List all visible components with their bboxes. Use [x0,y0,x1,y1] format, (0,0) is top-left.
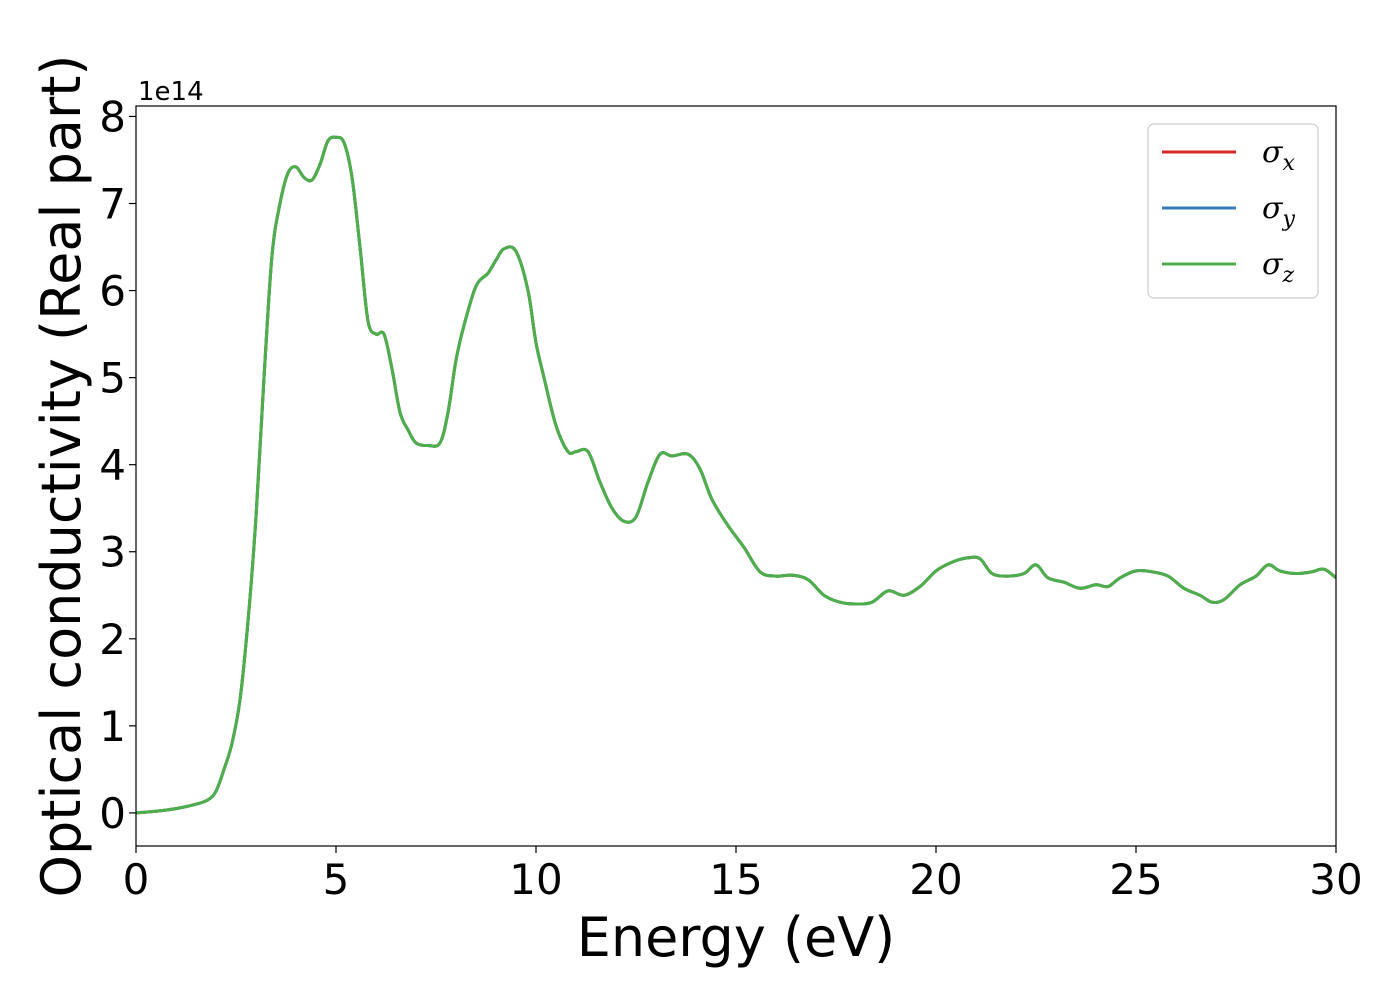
x-axis: 0 5 10 15 20 25 30 [123,846,1363,904]
y-tick-label: 8 [99,92,126,141]
y-axis-label: Optical conductivity (Real part) [30,55,93,898]
y-axis: 0 1 2 3 4 5 6 7 8 [99,92,136,838]
legend: σx σy σz [1147,123,1319,299]
legend-label-sigma-x: σx [1262,135,1295,176]
x-tick-label: 15 [709,855,762,904]
y-tick-label: 5 [99,354,126,403]
x-tick-label: 10 [509,855,562,904]
x-tick-label: 20 [909,855,962,904]
x-tick-label: 5 [323,855,350,904]
y-tick-label: 4 [99,441,126,490]
x-tick-label: 25 [1109,855,1162,904]
y-tick-label: 2 [99,615,126,664]
y-tick-label: 3 [99,528,126,577]
legend-label-sigma-z: σz [1262,247,1294,288]
legend-box [1147,123,1319,299]
x-tick-label: 0 [123,855,150,904]
y-tick-label: 1 [99,702,126,751]
y-offset-label: 1e14 [138,77,204,107]
legend-label-sigma-y: σy [1262,191,1295,232]
y-tick-label: 6 [99,267,126,316]
series-line-sigma-z [136,135,1336,815]
x-tick-label: 30 [1309,855,1362,904]
x-axis-label: Energy (eV) [577,906,896,969]
series-lines [136,135,1336,815]
y-tick-label: 7 [99,180,126,229]
y-tick-label: 0 [99,789,126,838]
